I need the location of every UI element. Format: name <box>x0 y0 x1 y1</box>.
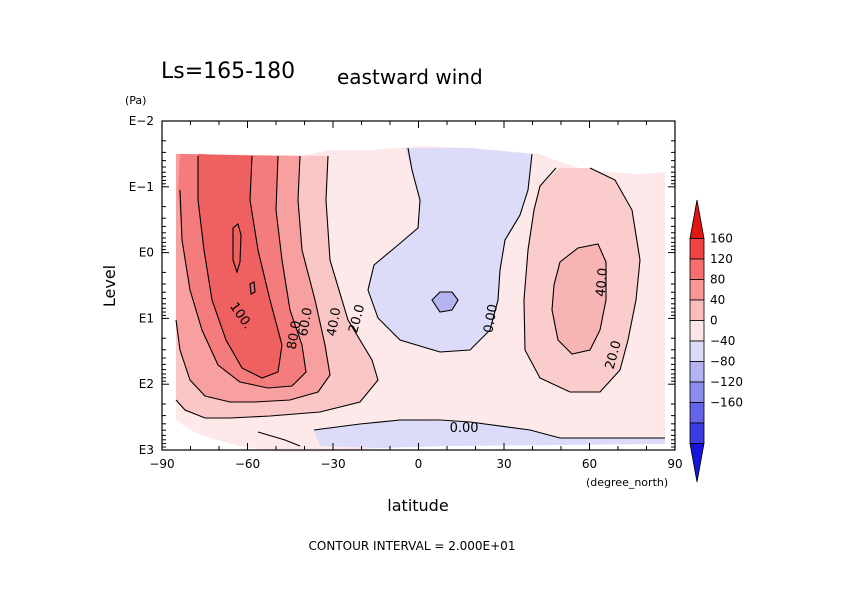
colorbar-label: −120 <box>710 375 743 389</box>
fill-band-80-100-sh <box>198 154 282 378</box>
fill-band-neg-lower <box>314 420 665 448</box>
colorbar-band <box>689 299 705 321</box>
fill-band-40-60-nh <box>552 244 606 354</box>
contour-label: 0.00 <box>450 421 479 436</box>
contour-neg-core <box>431 291 459 313</box>
colorbar-label: −40 <box>710 334 735 348</box>
contour-0-upper <box>367 147 533 353</box>
contour-label: 40.0 <box>325 306 345 337</box>
y-tick-label: E1 <box>139 311 154 325</box>
colorbar-label: 40 <box>710 293 725 307</box>
chart-title: Ls=165-180 <box>161 59 295 84</box>
colorbar-band <box>689 320 705 342</box>
y-tick-label: E2 <box>139 377 154 391</box>
contour-20-sh <box>175 155 379 419</box>
contour-label: 60.0 <box>296 306 316 337</box>
colorbar: 160 120 80 40 0 −40 −80 −120 −160 <box>689 199 743 483</box>
contour-label: 0.00 <box>481 303 501 334</box>
contour-20-nh <box>523 167 641 393</box>
x-tick-label: 0 <box>415 457 423 471</box>
x-tick-label: −60 <box>235 457 260 471</box>
contour-label: 40.0 <box>594 267 611 297</box>
contour-fills <box>176 146 665 452</box>
contour-100-sh-small <box>249 281 256 295</box>
contour-0-lower <box>313 419 665 439</box>
y-tick-label: E3 <box>139 443 154 457</box>
contour-60-sh <box>179 155 307 389</box>
colorbar-label: −80 <box>710 355 735 369</box>
colorbar-band <box>689 402 705 424</box>
contour-40-sh <box>175 155 331 403</box>
x-tick-label: 60 <box>582 457 597 471</box>
contour-label: 20.0 <box>603 339 625 371</box>
x-tick-label: 90 <box>667 457 682 471</box>
y-unit-label: (Pa) <box>125 94 146 107</box>
colorbar-band <box>689 361 705 383</box>
colorbar-label: 80 <box>710 273 725 287</box>
contour-lines <box>175 147 665 447</box>
colorbar-band <box>689 381 705 403</box>
colorbar-label: 160 <box>710 232 733 246</box>
y-tick-label: E−1 <box>129 180 154 194</box>
contour-40-nh <box>551 243 607 355</box>
colorbar-band <box>689 422 705 444</box>
colorbar-band <box>689 238 705 260</box>
y-axis-label: Level <box>100 265 119 307</box>
colorbar-band <box>689 258 705 280</box>
y-tick-label: E−2 <box>129 114 154 128</box>
colorbar-band <box>689 443 705 483</box>
fill-band-neg-upper <box>368 148 532 352</box>
colorbar-label: 0 <box>710 314 718 328</box>
contour-80-sh <box>197 155 283 379</box>
colorbar-label: 120 <box>710 252 733 266</box>
y-tick-label: E0 <box>139 246 154 260</box>
contour-0-lower-dash <box>257 431 301 447</box>
contour-100-sh <box>232 223 242 274</box>
x-axis-label: latitude <box>387 496 448 515</box>
plot-axes: −90 −60 −30 0 30 60 90 E−2 E−1 E0 E1 E2 E3 <box>129 114 683 471</box>
chart-subtitle: eastward wind <box>337 65 483 89</box>
colorbar-band <box>689 340 705 362</box>
colorbar-band <box>689 279 705 301</box>
colorbar-band <box>689 199 705 239</box>
x-tick-label: −90 <box>149 457 174 471</box>
contour-interval-footer: CONTOUR INTERVAL = 2.000E+01 <box>309 539 516 553</box>
x-tick-label: 30 <box>496 457 511 471</box>
contour-label: 80.0 <box>285 320 305 351</box>
x-unit-label: (degree_north) <box>586 476 668 489</box>
colorbar-label: −160 <box>710 396 743 410</box>
fill-band-neg-core <box>432 292 458 312</box>
x-tick-label: −30 <box>320 457 345 471</box>
contour-label: 20.0 <box>346 303 368 335</box>
